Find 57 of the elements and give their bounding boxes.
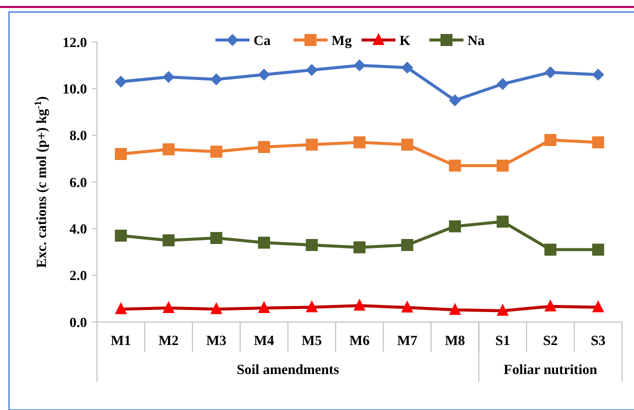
point — [401, 62, 414, 74]
x-tick-label: S2 — [543, 334, 558, 349]
text: Foliar nutrition — [504, 363, 598, 378]
point — [306, 239, 318, 251]
point — [592, 244, 604, 256]
point — [258, 141, 270, 153]
y-tick-label: 0.0 — [70, 316, 87, 331]
point — [354, 136, 366, 148]
x-tick-label: M2 — [158, 334, 179, 349]
point — [162, 71, 175, 83]
legend-label: K — [400, 34, 410, 49]
legend-label: Na — [468, 34, 485, 49]
point — [162, 234, 175, 246]
point — [401, 138, 414, 151]
point — [162, 143, 175, 156]
point — [306, 64, 318, 76]
point — [544, 244, 556, 256]
point — [592, 68, 604, 81]
point — [210, 232, 222, 244]
point — [544, 66, 556, 78]
point — [306, 138, 318, 151]
y-tick-label: 2.0 — [70, 269, 87, 284]
point — [544, 134, 556, 146]
y-tick-label: 6.0 — [70, 176, 87, 191]
x-tick-label: M3 — [206, 334, 226, 349]
x-tick-label: M5 — [302, 334, 322, 349]
point — [496, 78, 509, 90]
x-tick-label: S3 — [590, 334, 606, 349]
text: Soil amendments — [236, 363, 340, 378]
point — [258, 236, 270, 249]
point — [354, 59, 366, 72]
point — [496, 160, 509, 172]
y-tick-label: 4.0 — [70, 222, 87, 238]
x-tick-label: M1 — [110, 334, 131, 349]
y-tick-label: 10.0 — [62, 82, 87, 98]
point — [448, 94, 461, 106]
y-tick-label: 12.0 — [62, 36, 87, 51]
x-tick-label: M6 — [349, 334, 370, 349]
point — [114, 230, 127, 242]
y-tick-label: 8.0 — [70, 129, 87, 144]
legend-label: Mg — [332, 34, 352, 49]
point — [592, 136, 604, 148]
point — [401, 239, 414, 251]
point — [448, 160, 461, 172]
point — [114, 148, 127, 160]
x-tick-label: M7 — [397, 334, 418, 349]
point — [210, 73, 222, 86]
point — [354, 241, 366, 254]
legend-label: Ca — [254, 34, 271, 49]
point — [114, 76, 127, 88]
x-tick-label: S1 — [495, 334, 510, 349]
point — [496, 216, 509, 228]
point — [448, 220, 461, 232]
x-tick-label: M8 — [444, 334, 466, 349]
point — [258, 68, 270, 81]
point — [210, 146, 222, 158]
x-tick-label: M4 — [254, 334, 274, 349]
